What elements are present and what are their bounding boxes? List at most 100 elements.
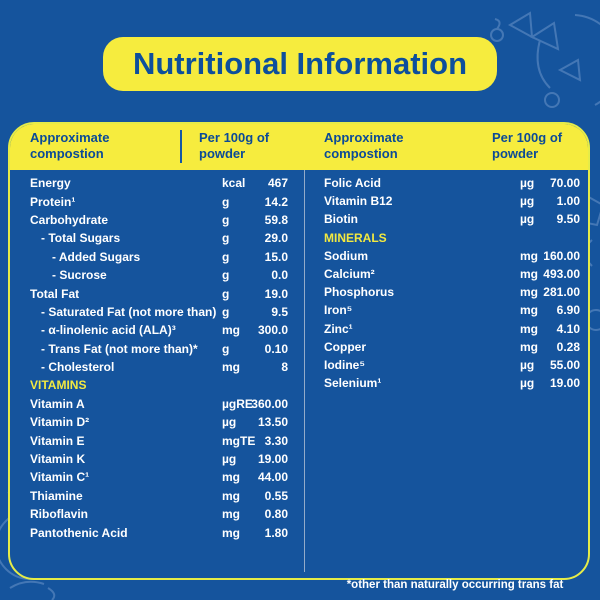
table-row: Vitamin K µg 19.00	[30, 450, 288, 468]
nutrient-label: - Sucrose	[52, 268, 107, 283]
left-column: Energy kcal 467 Protein¹ g 14.2 Carbohydrate g 5…	[10, 170, 304, 542]
nutrient-label: Riboflavin	[30, 507, 89, 522]
nutrient-value: 29.0	[264, 231, 288, 246]
nutrient-value: 9.50	[556, 212, 580, 227]
table-row: Vitamin C¹ mg 44.00	[30, 468, 288, 486]
nutrient-label: Phosphorus	[324, 285, 395, 300]
nutrient-label: Vitamin A	[30, 396, 85, 411]
section-row: MINERALS	[324, 229, 580, 247]
nutrient-value: 493.00	[543, 267, 580, 282]
table-row: - Cholesterol mg 8	[30, 358, 288, 376]
nutrient-label: Pantothenic Acid	[30, 525, 128, 540]
nutrient-value: 6.90	[556, 303, 580, 318]
nutrient-unit: µg	[520, 357, 535, 372]
nutrient-value: 19.00	[257, 452, 288, 467]
header-approximate-composition-right: Approximate compostion	[324, 130, 404, 161]
nutrient-unit: mg	[222, 507, 240, 522]
nutrient-value: 1.00	[556, 194, 580, 209]
trans-fat-footnote: *other than naturally occurring trans fa…	[346, 579, 564, 591]
nutrient-unit: µg	[222, 415, 237, 430]
nutrient-unit: µg	[520, 194, 535, 209]
nutrient-value: 70.00	[549, 176, 580, 191]
nutrient-unit: g	[222, 194, 230, 209]
nutrient-unit: µg	[520, 376, 535, 391]
nutrient-label: Selenium¹	[324, 376, 382, 391]
nutrient-unit: g	[222, 304, 230, 319]
table-row: - Saturated Fat (not more than) g 9.5	[30, 303, 288, 321]
table-row: Protein¹ g 14.2	[30, 192, 288, 210]
nutrient-label: Copper	[324, 339, 366, 354]
nutrient-unit: g	[222, 231, 230, 246]
table-row: Vitamin A µgRE 360.00	[30, 395, 288, 413]
table-row: Vitamin D² µg 13.50	[30, 413, 288, 431]
table-row: Iron⁵ mg 6.90	[324, 301, 580, 319]
nutrient-value: 14.2	[264, 194, 288, 209]
table-row: - Sucrose g 0.0	[30, 266, 288, 284]
nutrient-unit: g	[222, 249, 230, 264]
table-row: - Added Sugars g 15.0	[30, 248, 288, 266]
nutrient-label: Energy	[30, 176, 71, 191]
nutrient-unit: g	[222, 341, 230, 356]
nutrient-label: - Added Sugars	[52, 249, 141, 264]
nutrient-label: Vitamin D²	[30, 415, 90, 430]
nutrient-unit: mg	[520, 321, 538, 336]
nutrient-unit: mg	[222, 488, 240, 503]
nutrient-label: - Saturated Fat (not more than)	[41, 304, 217, 319]
table-row: Riboflavin mg 0.80	[30, 505, 288, 523]
section-label: VITAMINS	[30, 378, 87, 393]
table-row: Calcium² mg 493.00	[324, 265, 580, 283]
table-row: Sodium mg 160.00	[324, 247, 580, 265]
table-row: Selenium¹ µg 19.00	[324, 374, 580, 392]
nutrient-unit: kcal	[222, 176, 246, 191]
nutrient-value: 1.80	[264, 525, 288, 540]
nutrient-value: 8	[281, 360, 288, 375]
nutrient-unit: µg	[520, 176, 535, 191]
nutrient-label: Vitamin B12	[324, 194, 393, 209]
header-divider	[180, 130, 182, 163]
nutrient-label: Vitamin C¹	[30, 470, 90, 485]
nutrient-value: 44.00	[257, 470, 288, 485]
header-approximate-composition-left: Approximate compostion	[30, 130, 110, 161]
nutrient-unit: µgRE	[222, 396, 253, 411]
nutrient-unit: µg	[520, 212, 535, 227]
nutrient-label: Vitamin E	[30, 433, 85, 448]
nutrient-label: - Cholesterol	[41, 360, 115, 375]
nutrient-unit: g	[222, 212, 230, 227]
nutrient-unit: g	[222, 286, 230, 301]
notes-area: *other than naturally occurring trans fa…	[310, 579, 600, 600]
nutrient-label: Iodine⁵	[324, 357, 365, 372]
table-row: Total Fat g 19.0	[30, 284, 288, 302]
table-row: Thiamine mg 0.55	[30, 487, 288, 505]
nutrient-label: - Total Sugars	[41, 231, 121, 246]
section-row: VITAMINS	[30, 376, 288, 394]
nutrient-unit: mg	[520, 303, 538, 318]
table-row: - Total Sugars g 29.0	[30, 229, 288, 247]
nutrient-unit: mg	[222, 470, 240, 485]
nutrient-value: 0.80	[264, 507, 288, 522]
header-per-100g-left: Per 100g of powder	[199, 130, 270, 161]
nutrient-label: Protein¹	[30, 194, 76, 209]
nutrient-value: 160.00	[543, 248, 580, 263]
nutrient-value: 15.0	[264, 249, 288, 264]
table-row: - α-linolenic acid (ALA)³ mg 300.0	[30, 321, 288, 339]
nutrition-table: Approximate compostion Per 100g of powde…	[8, 122, 590, 591]
nutrient-value: 19.0	[264, 286, 288, 301]
nutrient-label: Thiamine	[30, 488, 83, 503]
nutrient-label: Iron⁵	[324, 303, 353, 318]
nutrient-label: - α-linolenic acid (ALA)³	[41, 323, 176, 338]
table-header: Approximate compostion Per 100g of powde…	[10, 124, 588, 170]
nutrient-value: 55.00	[549, 357, 580, 372]
table-row: Carbohydrate g 59.8	[30, 211, 288, 229]
nutrient-label: Carbohydrate	[30, 212, 109, 227]
nutrient-unit: mg	[520, 267, 538, 282]
nutrient-label: Total Fat	[30, 286, 80, 301]
column-divider	[304, 170, 305, 572]
table-row: Iodine⁵ µg 55.00	[324, 356, 580, 374]
nutrient-value: 0.0	[271, 268, 288, 283]
nutrient-label: Folic Acid	[324, 176, 381, 191]
nutrient-value: 300.0	[257, 323, 288, 338]
page-title: Nutritional Information	[132, 46, 468, 81]
nutrient-unit: µg	[222, 452, 237, 467]
nutrient-value: 0.55	[264, 488, 288, 503]
